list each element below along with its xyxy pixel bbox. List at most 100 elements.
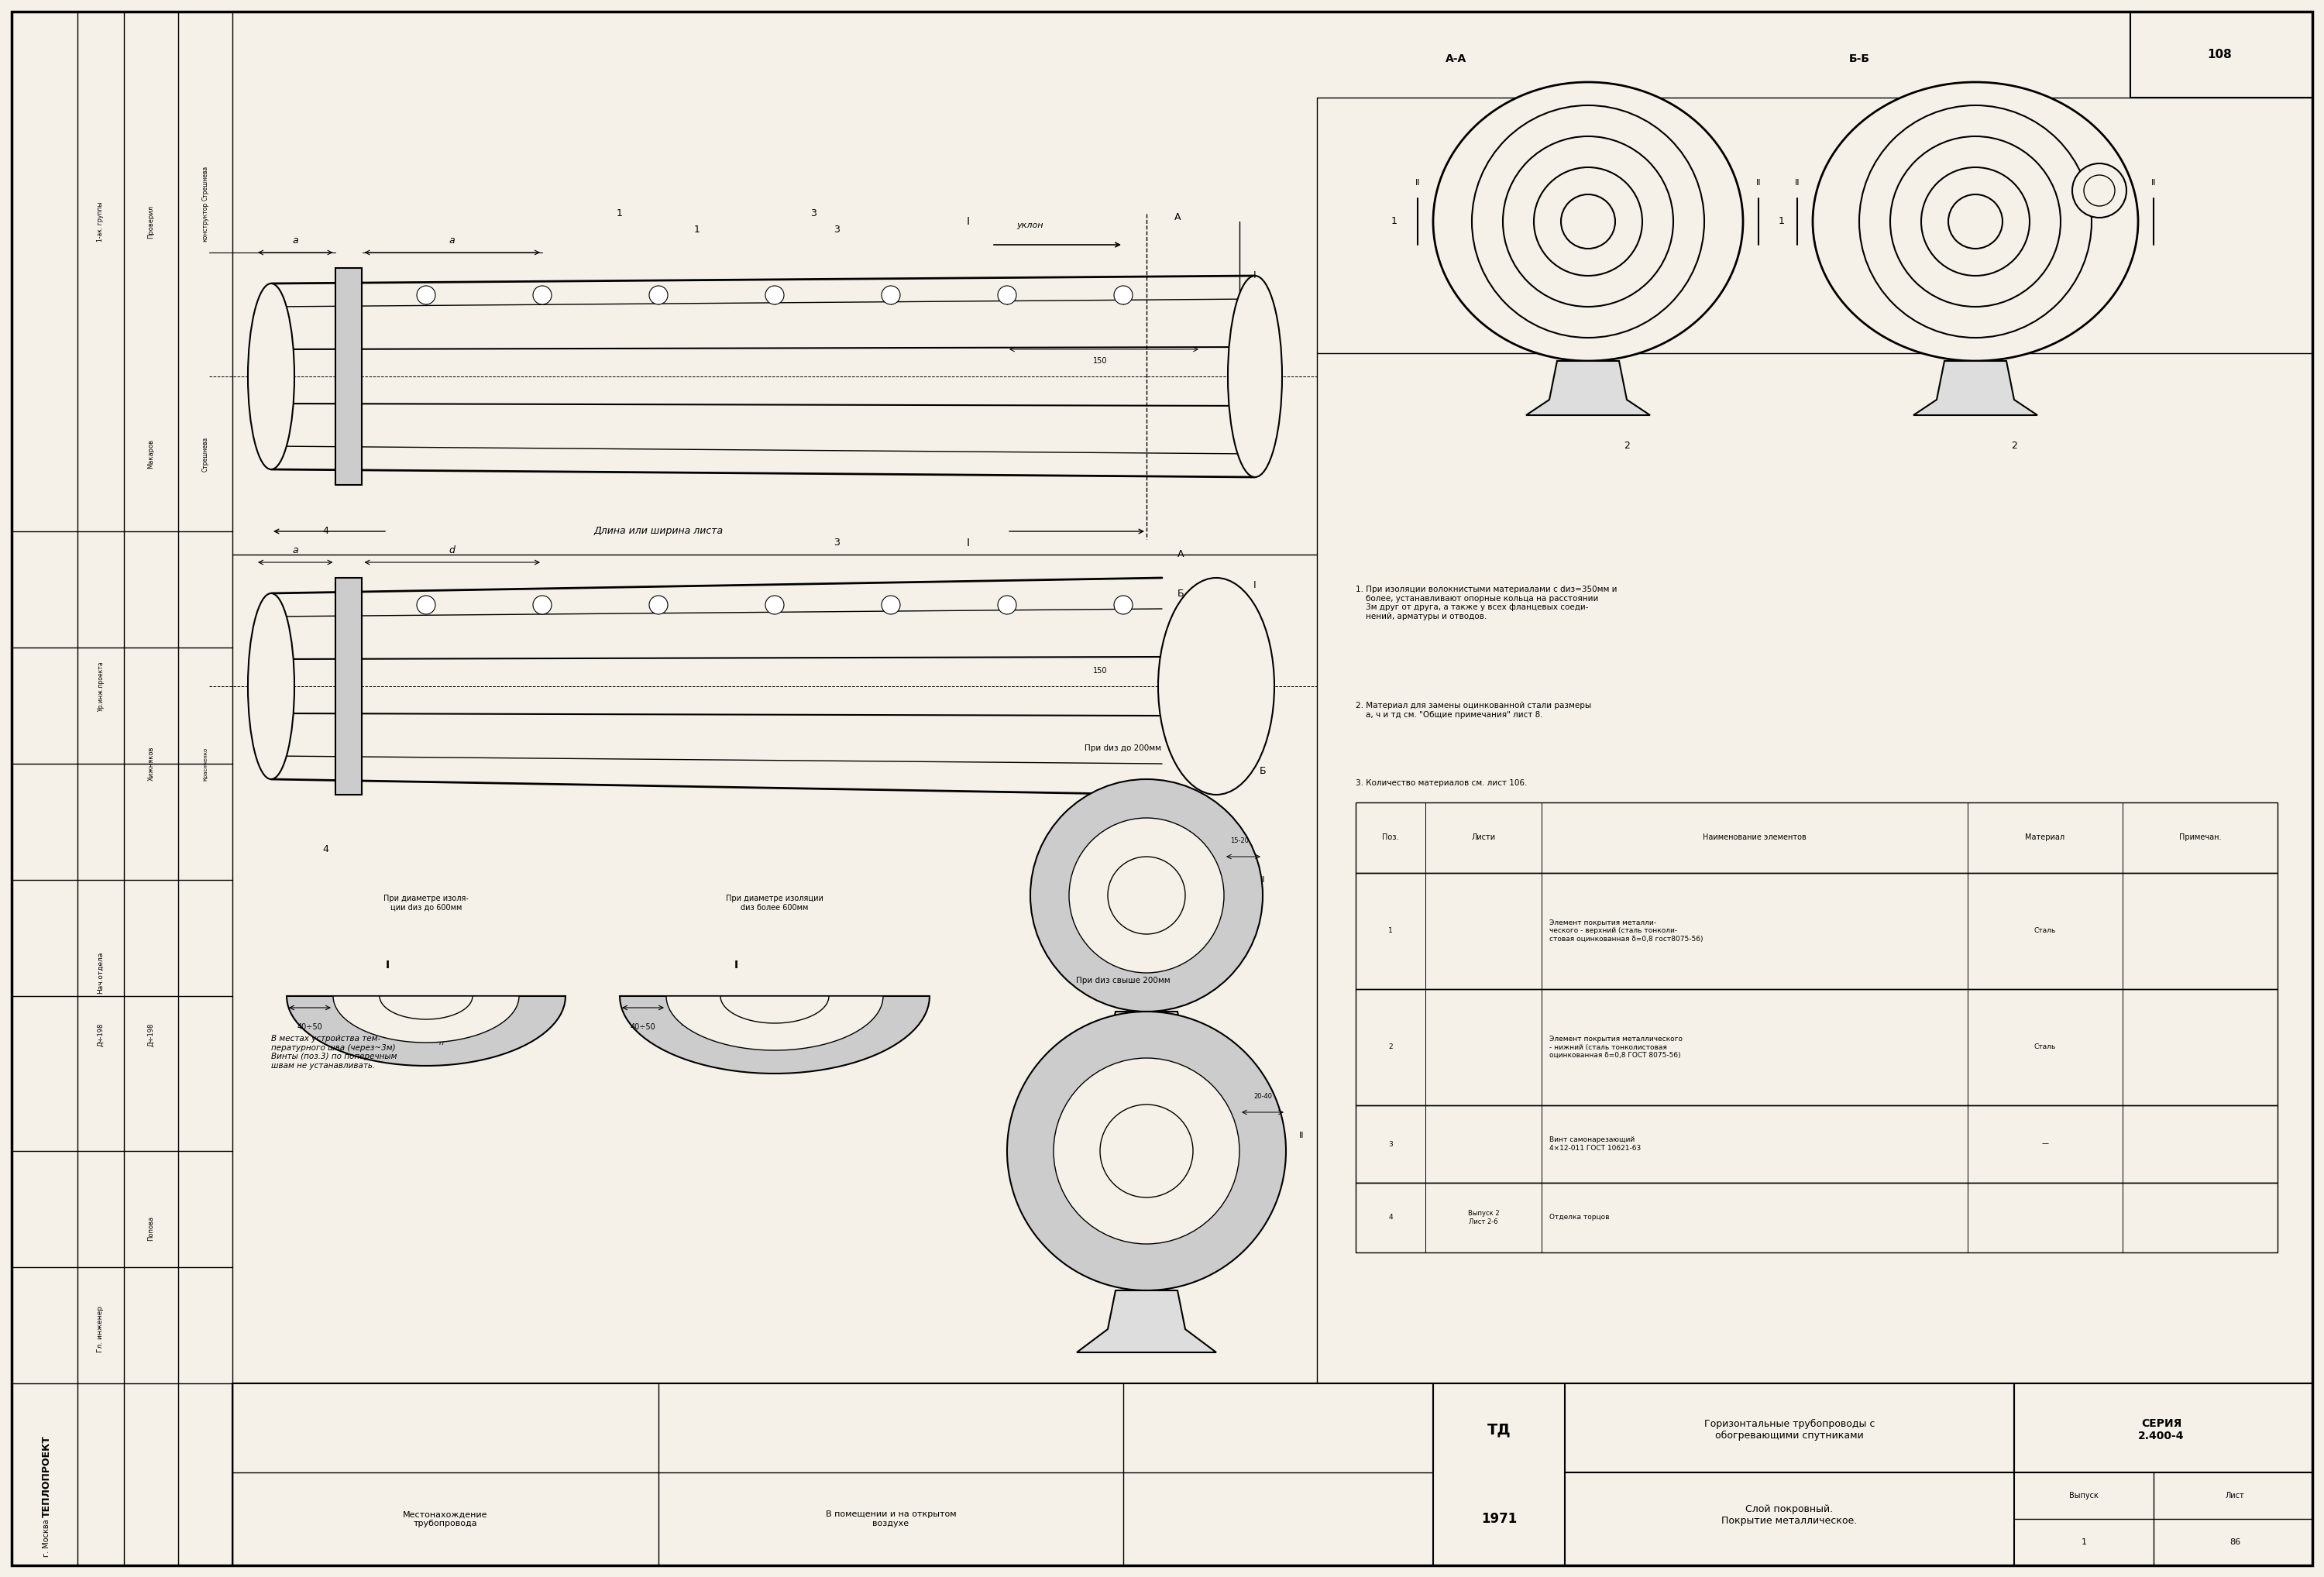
- Text: Краснченко: Краснченко: [202, 747, 207, 781]
- Text: Сталь: Сталь: [2033, 1044, 2057, 1050]
- Text: Выпуск: Выпуск: [2068, 1492, 2099, 1500]
- Text: Сталь: Сталь: [2033, 927, 2057, 935]
- Text: II: II: [1299, 1132, 1304, 1139]
- Text: Выпуск 2
Лист 2-6: Выпуск 2 Лист 2-6: [1469, 1210, 1499, 1225]
- Text: В местах устройства тем-
пературного шва (через~3м)
Винты (поз.3) по поперечным
: В местах устройства тем- пературного шва…: [272, 1035, 397, 1069]
- Ellipse shape: [1434, 82, 1743, 361]
- Circle shape: [532, 596, 551, 613]
- Circle shape: [648, 285, 667, 304]
- Text: 150: 150: [1092, 667, 1106, 675]
- Text: 3: 3: [834, 538, 839, 547]
- Text: 15-20: 15-20: [1229, 837, 1248, 845]
- Text: При диаметре изоляции
dиз более 600мм: При диаметре изоляции dиз более 600мм: [725, 894, 823, 912]
- Ellipse shape: [1157, 577, 1274, 795]
- Text: Материал: Материал: [2024, 834, 2066, 842]
- Text: —: —: [2040, 1140, 2050, 1148]
- Text: А: А: [1174, 213, 1181, 222]
- Text: 2: 2: [2010, 442, 2017, 451]
- Bar: [1355, 803, 2278, 874]
- Text: a: a: [449, 237, 456, 246]
- Text: Винт самонарезающий
4×12-011 ГОСТ 10621-63: Винт самонарезающий 4×12-011 ГОСТ 10621-…: [1550, 1137, 1641, 1151]
- Text: 4: 4: [1387, 1214, 1392, 1221]
- Text: II: II: [1794, 178, 1799, 186]
- Text: Поз.: Поз.: [1383, 834, 1399, 842]
- Text: Ур.инж.проекта: Ур.инж.проекта: [98, 661, 105, 711]
- Text: I: I: [1253, 580, 1257, 591]
- Circle shape: [648, 596, 667, 613]
- Ellipse shape: [249, 593, 295, 779]
- Text: d: d: [449, 546, 456, 555]
- Text: Гл. инженер: Гл. инженер: [98, 1306, 105, 1353]
- Text: 1: 1: [616, 208, 623, 219]
- Circle shape: [532, 285, 551, 304]
- Text: СЕРИЯ
2.400-4: СЕРИЯ 2.400-4: [2138, 1418, 2185, 1441]
- Text: конструктор: конструктор: [202, 202, 209, 241]
- Text: 1: 1: [1387, 927, 1392, 935]
- Text: II: II: [1757, 178, 1762, 186]
- Text: n: n: [439, 1039, 444, 1047]
- Text: Элемент покрытия металли-
ческого - верхний (сталь тонколи-
стовая оцинкованная : Элемент покрытия металли- ческого - верх…: [1550, 919, 1703, 943]
- Text: 2: 2: [1387, 1044, 1392, 1050]
- Text: Длина или ширина листа: Длина или ширина листа: [593, 527, 723, 536]
- Bar: [1355, 1183, 2278, 1252]
- Text: Стрешнева: Стрешнева: [202, 166, 209, 200]
- Circle shape: [997, 285, 1016, 304]
- Circle shape: [1006, 1011, 1285, 1290]
- Text: Макаров: Макаров: [149, 438, 153, 468]
- Text: Отделка торцов: Отделка торцов: [1550, 1214, 1608, 1221]
- Text: 2. Материал для замены оцинкованной стали размеры
    а, ч и тд см. "Общие приме: 2. Материал для замены оцинкованной стал…: [1355, 702, 1592, 719]
- Text: I: I: [967, 216, 969, 227]
- Bar: [1355, 1105, 2278, 1183]
- Circle shape: [881, 596, 899, 613]
- Text: А-А: А-А: [1446, 54, 1466, 65]
- Text: Слой покровный.
Покрытие металлическое.: Слой покровный. Покрытие металлическое.: [1722, 1504, 1857, 1527]
- Circle shape: [765, 596, 783, 613]
- Text: Листи: Листи: [1471, 834, 1497, 842]
- Text: Наименование элементов: Наименование элементов: [1703, 834, 1806, 842]
- Polygon shape: [667, 997, 883, 1050]
- Circle shape: [1053, 1058, 1239, 1244]
- Ellipse shape: [249, 284, 295, 470]
- Text: Примечан.: Примечан.: [2180, 834, 2222, 842]
- Text: Попова: Попова: [149, 1216, 153, 1241]
- Text: 3: 3: [834, 224, 839, 235]
- Ellipse shape: [2073, 164, 2126, 218]
- Text: В помещении и на открытом
воздухе: В помещении и на открытом воздухе: [825, 1511, 955, 1527]
- Text: I: I: [1253, 271, 1257, 281]
- Text: II: II: [1260, 877, 1264, 883]
- Circle shape: [1069, 818, 1225, 973]
- Text: 1: 1: [695, 224, 700, 235]
- Polygon shape: [1076, 1290, 1215, 1353]
- Text: 40-50: 40-50: [1206, 1140, 1225, 1146]
- Circle shape: [1113, 285, 1132, 304]
- Text: 1971: 1971: [1480, 1512, 1518, 1527]
- Circle shape: [416, 285, 435, 304]
- Polygon shape: [1085, 1011, 1208, 1074]
- Circle shape: [1113, 596, 1132, 613]
- Text: I: I: [386, 960, 390, 970]
- Text: 1: 1: [1778, 216, 1785, 227]
- Text: Стрешнева: Стрешнева: [202, 437, 209, 472]
- Text: 150: 150: [1092, 356, 1106, 364]
- Bar: [1355, 989, 2278, 1105]
- Text: Лист: Лист: [2226, 1492, 2245, 1500]
- Text: II: II: [1415, 178, 1420, 186]
- Text: 40÷50: 40÷50: [630, 1023, 655, 1031]
- Text: г. Москва: г. Москва: [42, 1520, 51, 1556]
- Text: 4: 4: [323, 527, 328, 536]
- Text: уклон: уклон: [1018, 221, 1043, 229]
- Text: ТЕПЛОПРОЕКТ: ТЕПЛОПРОЕКТ: [42, 1435, 51, 1517]
- Ellipse shape: [1227, 276, 1283, 478]
- Text: 1: 1: [2082, 1538, 2087, 1545]
- Circle shape: [997, 596, 1016, 613]
- Text: Горизонтальные трубопроводы с
обогревающими спутниками: Горизонтальные трубопроводы с обогревающ…: [1703, 1419, 1875, 1441]
- Text: 86: 86: [2229, 1538, 2240, 1545]
- Text: Б: Б: [1260, 766, 1267, 776]
- Polygon shape: [1527, 361, 1650, 415]
- Text: 3: 3: [811, 208, 816, 219]
- Text: a: a: [293, 237, 297, 246]
- Text: 4: 4: [323, 844, 328, 855]
- Text: 2: 2: [1624, 442, 1629, 451]
- Text: Хижняков: Хижняков: [149, 746, 153, 781]
- Text: Б-Б: Б-Б: [1850, 54, 1868, 65]
